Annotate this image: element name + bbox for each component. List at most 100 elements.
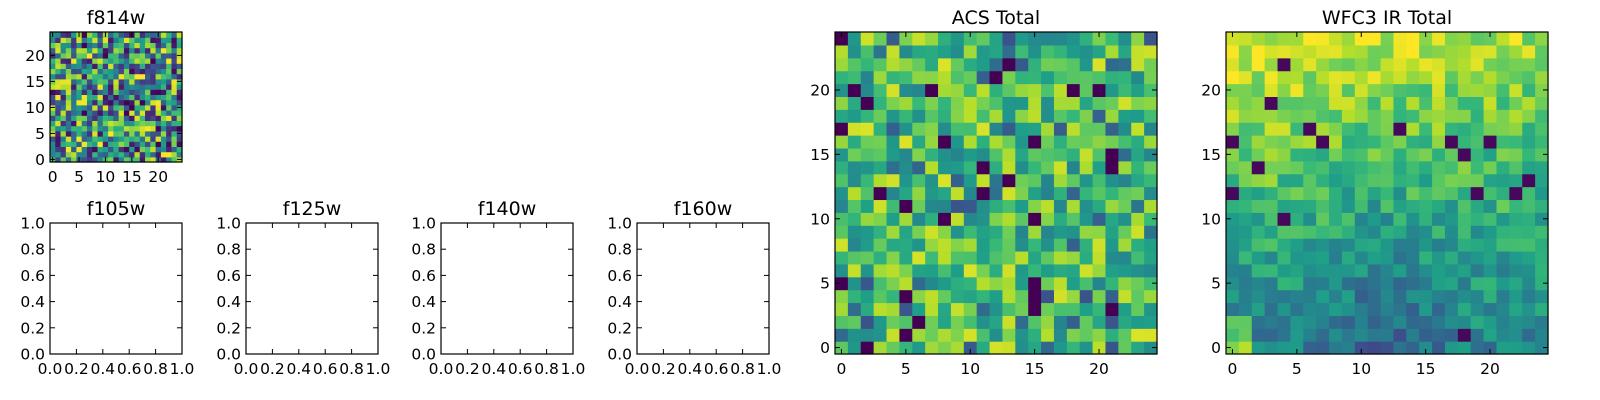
heatmap-cell (1329, 57, 1343, 72)
heatmap-cell (171, 78, 178, 85)
heatmap-cell (860, 225, 875, 239)
heatmap-cell (92, 120, 99, 127)
heatmap-cell (1457, 199, 1472, 213)
heatmap-cell (912, 328, 926, 342)
heatmap-cell (160, 120, 167, 127)
heatmap-cell (1457, 70, 1472, 85)
heatmap-cell (160, 84, 167, 90)
heatmap-cell (1496, 160, 1510, 175)
heatmap-cell (873, 276, 888, 291)
heatmap-cell (860, 57, 875, 72)
heatmap-cell (976, 173, 991, 188)
heatmap-cell (86, 141, 93, 147)
heatmap-cell (1444, 225, 1459, 239)
heatmap-cell (1041, 173, 1055, 188)
heatmap-cell (1457, 96, 1472, 110)
heatmap-cell (1329, 83, 1343, 97)
heatmap-cell (129, 125, 136, 132)
heatmap-cell (1444, 186, 1459, 201)
heatmap-cell (55, 32, 62, 38)
heatmap-cell (1092, 109, 1107, 123)
heatmap-cell (1444, 44, 1459, 59)
heatmap-cell (118, 130, 125, 137)
heatmap-cell (1457, 250, 1472, 265)
x-tick-label: 0 (837, 360, 847, 378)
heatmap-cell (145, 73, 151, 80)
heatmap-cell (1277, 96, 1291, 110)
heatmap-cell (1041, 238, 1055, 252)
heatmap-cell (1329, 302, 1343, 316)
heatmap-cell (1393, 186, 1407, 201)
heatmap-cell (113, 32, 120, 38)
heatmap-cell (886, 186, 900, 201)
heatmap-cell (1354, 122, 1369, 136)
heatmap-cell (1432, 122, 1446, 136)
heatmap-cell (1277, 315, 1291, 329)
heatmap-cell (1393, 225, 1407, 239)
heatmap-cell (1380, 250, 1395, 265)
heatmap-cell (1041, 289, 1055, 304)
heatmap-cell (1131, 173, 1145, 188)
heatmap-cell (81, 115, 88, 121)
heatmap-cell (1367, 173, 1382, 188)
y-tick-label: 0 (820, 339, 830, 357)
heatmap-cell (938, 96, 952, 110)
heatmap-cell (925, 250, 939, 265)
heatmap-cell (108, 99, 114, 106)
heatmap-cell (938, 147, 952, 162)
heatmap-cell (145, 68, 151, 75)
heatmap-cell (55, 110, 62, 116)
heatmap-cell (1522, 147, 1536, 162)
heatmap-cell (938, 225, 952, 239)
heatmap-cell (1277, 212, 1291, 226)
heatmap-cell (92, 63, 99, 69)
heatmap-cell (1028, 44, 1042, 59)
heatmap-cell (989, 276, 1004, 291)
heatmap-cell (97, 99, 104, 106)
heatmap-cell (1470, 199, 1485, 213)
heatmap-cell (1079, 135, 1094, 149)
heatmap-cell (1354, 225, 1369, 239)
heatmap-cell (1367, 109, 1382, 123)
heatmap-cell (950, 328, 965, 342)
heatmap-cell (1066, 289, 1081, 304)
heatmap-cell (1015, 225, 1029, 239)
heatmap-cell (886, 250, 900, 265)
heatmap-cell (1053, 173, 1068, 188)
heatmap-cell (1277, 276, 1291, 291)
heatmap-cell (171, 104, 178, 111)
heatmap-cell (60, 110, 67, 116)
heatmap-cell (65, 68, 72, 75)
heatmap-cell (1354, 173, 1369, 188)
heatmap-cell (1496, 302, 1510, 316)
heatmap-cell (1015, 135, 1029, 149)
heatmap-cell (1118, 83, 1132, 97)
heatmap-cell (1092, 83, 1107, 97)
heatmap-cell (123, 130, 130, 137)
heatmap-cell (1341, 328, 1356, 342)
heatmap-cell (938, 32, 952, 46)
y-tick-label: 0.8 (411, 241, 436, 259)
heatmap-cell (886, 199, 900, 213)
heatmap-cell (1002, 250, 1016, 265)
heatmap-cell (873, 173, 888, 188)
heatmap-cell (860, 44, 875, 59)
heatmap-cell (1092, 212, 1107, 226)
heatmap-cell (1238, 44, 1253, 59)
heatmap-cell (847, 160, 862, 175)
heatmap-cell (1105, 96, 1119, 110)
heatmap-cell (1406, 302, 1420, 316)
heatmap-cell (899, 199, 913, 213)
heatmap-cell (1380, 135, 1395, 149)
heatmap-cell (1419, 44, 1433, 59)
heatmap-cell (1522, 57, 1536, 72)
heatmap-cell (1380, 122, 1395, 136)
heatmap-cell (873, 199, 888, 213)
heatmap-cell (989, 186, 1004, 201)
heatmap-cell (71, 63, 77, 69)
heatmap-cell (139, 110, 146, 116)
heatmap-cell (155, 146, 162, 153)
heatmap-cell (1079, 57, 1094, 72)
heatmap-cell (171, 42, 178, 49)
heatmap-cell (81, 32, 88, 38)
